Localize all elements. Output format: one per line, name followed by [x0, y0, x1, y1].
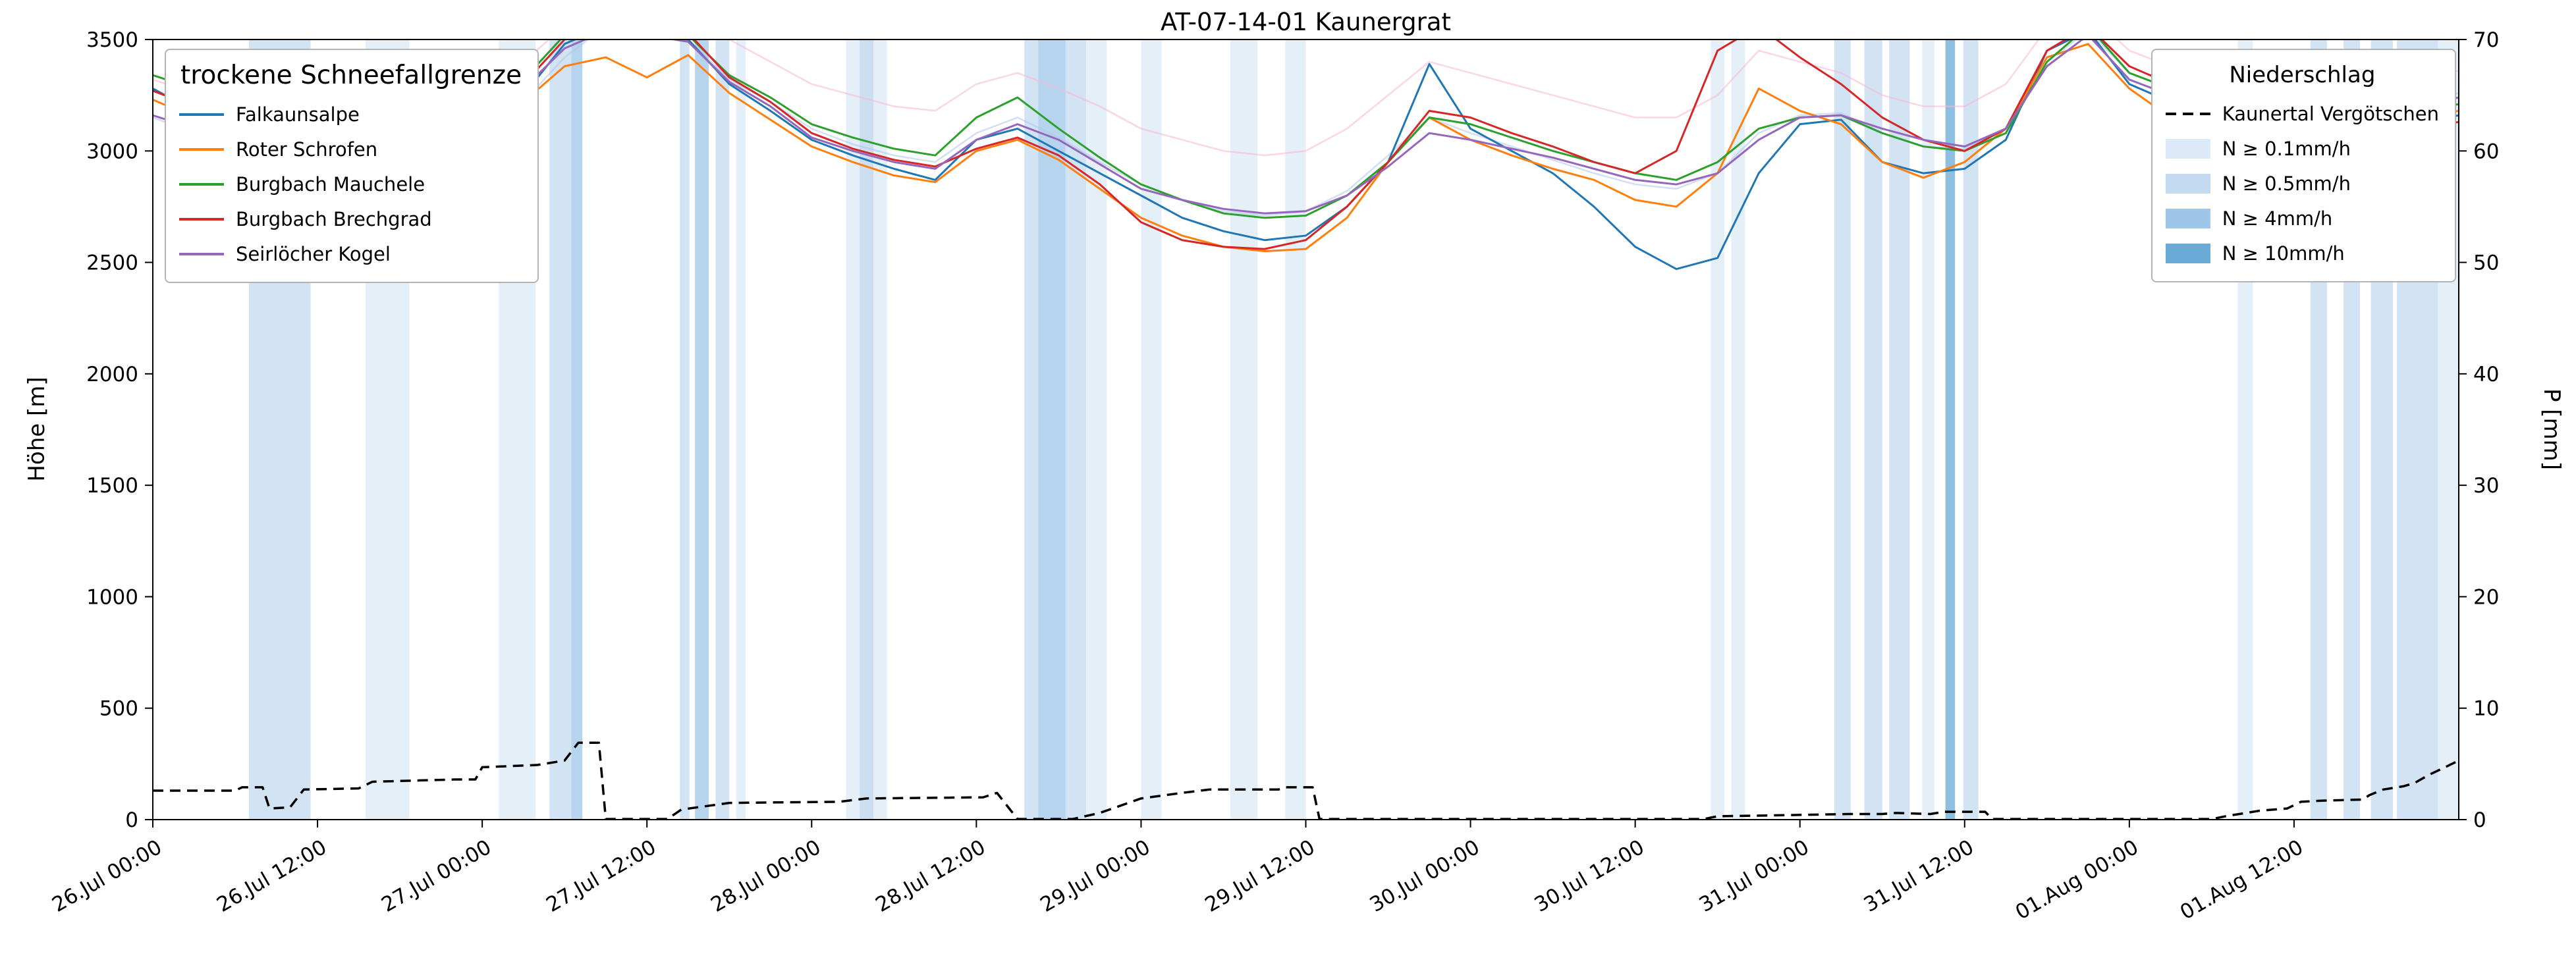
- legend-entry-sample: [179, 182, 224, 186]
- legend-entry-precip-line-label: Kaunertal Vergötschen: [2222, 102, 2439, 125]
- legend-entry: Burgbach Mauchele: [179, 167, 522, 201]
- y-right-tick-label: 50: [2473, 251, 2499, 275]
- legend-entry-label: Burgbach Mauchele: [236, 172, 425, 196]
- x-tick-label: 27.Jul 00:00: [377, 835, 495, 917]
- y-right-tick-label: 10: [2473, 697, 2499, 721]
- legend-precip: Niederschlag Kaunertal Vergötschen N ≥ 0.…: [2151, 49, 2456, 282]
- y-axis-label-right: P [mm]: [2538, 388, 2565, 471]
- legend-entry-sample: [179, 252, 224, 255]
- x-tick-label: 26.Jul 00:00: [48, 835, 166, 917]
- legend-entry: Falkaunsalpe: [179, 97, 522, 132]
- x-tick-label: 01.Aug 00:00: [2012, 835, 2143, 925]
- y-right-tick-label: 70: [2473, 28, 2499, 52]
- y-right-tick-label: 60: [2473, 140, 2499, 163]
- x-tick-label: 01.Aug 12:00: [2176, 835, 2307, 925]
- precip-band: [571, 39, 583, 820]
- legend-precip-rows: Kaunertal Vergötschen N ≥ 0.1mm/h N ≥ 0.5m…: [2165, 96, 2439, 271]
- legend-entry-band-label: N ≥ 10mm/h: [2222, 242, 2345, 265]
- legend-entry-band-sample: [2165, 243, 2210, 263]
- legend-entry-band-label: N ≥ 0.5mm/h: [2222, 172, 2351, 195]
- x-tick-label: 28.Jul 12:00: [871, 835, 989, 917]
- legend-entry-label: Falkaunsalpe: [236, 103, 360, 126]
- legend-entry-label: Roter Schrofen: [236, 138, 378, 161]
- legend-entry-sample: [179, 217, 224, 221]
- y-left-tick-label: 3500: [86, 28, 138, 52]
- x-tick-label: 27.Jul 12:00: [542, 835, 660, 917]
- legend-entry-precip-line-sample: [2165, 112, 2210, 115]
- y-left-tick-label: 3000: [86, 140, 138, 163]
- precip-band: [680, 39, 690, 820]
- legend-entry-band-sample: [2165, 173, 2210, 194]
- precip-band: [1065, 39, 1087, 820]
- legend-snowline-rows: Falkaunsalpe Roter Schrofen Burgbach Mauch…: [179, 97, 522, 271]
- y-left-tick-label: 1500: [86, 474, 138, 498]
- legend-entry-band-sample: [2165, 138, 2210, 159]
- y-axis-label-left: Höhe [m]: [24, 377, 50, 482]
- x-tick-label: 30.Jul 00:00: [1366, 835, 1484, 917]
- precip-band: [1731, 39, 1745, 820]
- y-right-tick-label: 30: [2473, 474, 2499, 498]
- y-right-tick-label: 20: [2473, 585, 2499, 609]
- precip-band: [860, 39, 874, 820]
- legend-entry-sample: [179, 147, 224, 151]
- legend-entry-band: N ≥ 0.1mm/h: [2165, 131, 2439, 166]
- y-right-tick-label: 0: [2473, 808, 2486, 832]
- legend-entry-label: Seirlöcher Kogel: [236, 242, 391, 265]
- precip-band: [695, 39, 709, 820]
- legend-entry-band-label: N ≥ 4mm/h: [2222, 207, 2333, 230]
- precip-band: [1285, 39, 1306, 820]
- x-tick-label: 29.Jul 12:00: [1201, 835, 1319, 917]
- y-left-tick-label: 0: [125, 808, 138, 832]
- y-right-tick-label: 40: [2473, 363, 2499, 386]
- precip-band: [1922, 39, 1934, 820]
- legend-snowline: trockene Schneefallgrenze Falkaunsalpe Ro…: [165, 49, 539, 283]
- precip-band: [1024, 39, 1039, 820]
- legend-entry-band: N ≥ 4mm/h: [2165, 201, 2439, 236]
- x-tick-label: 26.Jul 12:00: [213, 835, 331, 917]
- legend-entry-band-label: N ≥ 0.1mm/h: [2222, 137, 2351, 160]
- legend-snowline-title: trockene Schneefallgrenze: [180, 61, 522, 90]
- chart-title: AT-07-14-01 Kaunergrat: [1160, 8, 1452, 36]
- precip-band: [1834, 39, 1851, 820]
- precip-band: [549, 39, 572, 820]
- legend-entry: Roter Schrofen: [179, 132, 522, 167]
- precip-band: [1889, 39, 1910, 820]
- precip-band: [1086, 39, 1107, 820]
- x-tick-label: 30.Jul 12:00: [1531, 835, 1649, 917]
- y-left-tick-label: 500: [99, 697, 138, 721]
- precip-band: [1038, 39, 1066, 820]
- legend-entry-band: N ≥ 0.5mm/h: [2165, 166, 2439, 201]
- legend-precip-title: Niederschlag: [2229, 62, 2376, 88]
- precip-band: [1864, 39, 1882, 820]
- precip-band: [1141, 39, 1162, 820]
- x-tick-label: 31.Jul 00:00: [1695, 835, 1813, 917]
- x-tick-label: 28.Jul 00:00: [707, 835, 825, 917]
- x-tick-label: 29.Jul 00:00: [1036, 835, 1154, 917]
- x-tick-label: 31.Jul 12:00: [1860, 835, 1978, 917]
- precip-band: [1711, 39, 1725, 820]
- y-left-tick-label: 2500: [86, 251, 138, 275]
- y-left-tick-label: 2000: [86, 363, 138, 386]
- legend-entry: Seirlöcher Kogel: [179, 236, 522, 271]
- precip-band: [1945, 39, 1956, 820]
- legend-entry-label: Burgbach Brechgrad: [236, 207, 432, 230]
- legend-entry-sample: [179, 113, 224, 116]
- precip-band: [1963, 39, 1979, 820]
- precip-band: [715, 39, 730, 820]
- legend-entry-band-sample: [2165, 208, 2210, 228]
- legend-entry: Burgbach Brechgrad: [179, 201, 522, 236]
- precip-band: [1230, 39, 1258, 820]
- precip-band: [736, 39, 746, 820]
- y-left-tick-label: 1000: [86, 585, 138, 609]
- legend-entry-precip-line: Kaunertal Vergötschen: [2165, 96, 2439, 131]
- legend-entry-band: N ≥ 10mm/h: [2165, 236, 2439, 271]
